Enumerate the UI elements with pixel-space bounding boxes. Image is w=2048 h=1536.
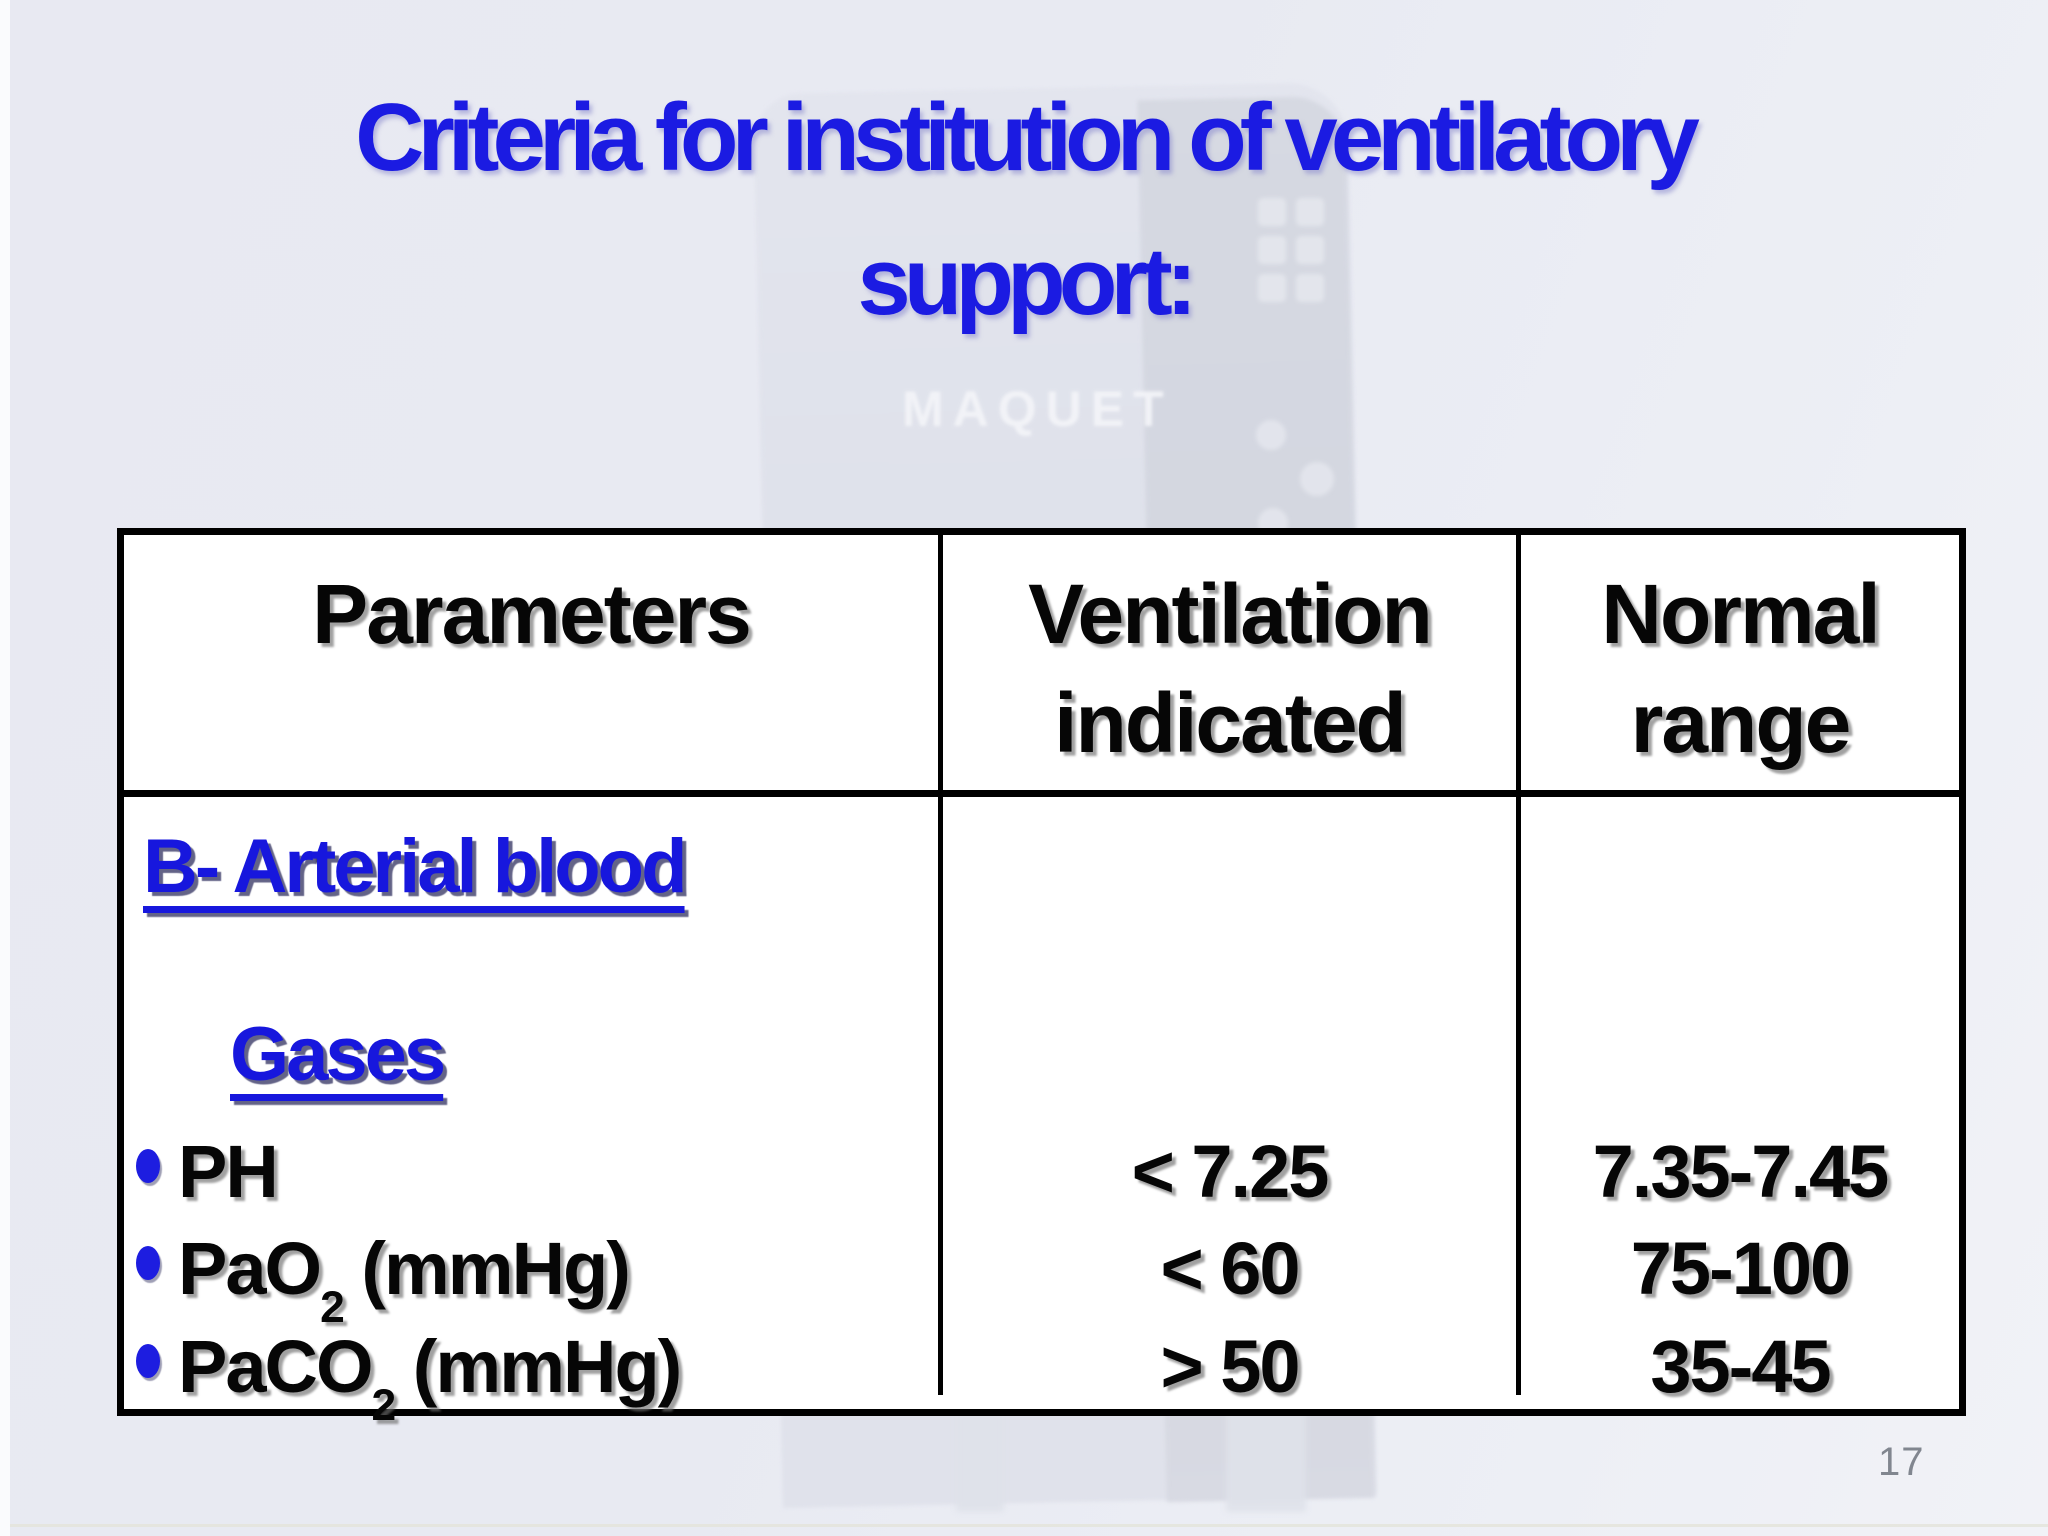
header-divider — [124, 790, 1959, 797]
page-number: 17 — [1878, 1440, 1925, 1484]
table-row-paco2-label: PaCO2 (mmHg) — [130, 1330, 682, 1428]
ph-ventilation-value: < 7.25 — [1131, 1130, 1330, 1213]
ventilator-stand-leg — [956, 1412, 1004, 1512]
ventilator-button-grid — [1258, 198, 1328, 328]
ventilator-stand-leg — [1226, 1412, 1306, 1512]
ph-normal-range-value: 7.35-7.45 — [1592, 1130, 1890, 1213]
maquet-logo-watermark: MAQUET — [902, 381, 1173, 437]
floor-line — [0, 1524, 2048, 1527]
ventilator-knob-dot — [1300, 462, 1334, 496]
section-heading-arterial-blood: B- Arterial blood — [143, 824, 688, 909]
header-ventilation-indicated: Ventilation indicated — [1028, 567, 1433, 771]
header-parameters: Parameters — [312, 567, 752, 661]
header-normal-range: Normal range — [1601, 567, 1880, 771]
paco2-ventilation-value: > 50 — [1160, 1325, 1300, 1408]
slide-title-line1: Criteria for institution of ventilatory — [355, 84, 1700, 191]
column-divider-2 — [1516, 535, 1521, 1395]
pao2-ventilation-value: < 60 — [1160, 1227, 1300, 1310]
section-heading-gases: Gases — [230, 1012, 446, 1097]
column-divider-1 — [938, 535, 943, 1395]
table-row-ph-label: PH — [130, 1135, 279, 1209]
pao2-normal-range-value: 75-100 — [1630, 1227, 1851, 1310]
bullet-icon — [136, 1344, 160, 1378]
slide-title: Criteria for institution of ventilatory … — [0, 66, 2048, 354]
table-row-pao2-label: PaO2 (mmHg) — [130, 1232, 631, 1330]
ventilator-knob-dot — [1256, 420, 1286, 450]
bullet-icon — [136, 1246, 160, 1280]
bullet-icon — [136, 1149, 160, 1183]
criteria-table: Parameters Ventilation indicated Normal … — [117, 528, 1966, 1428]
slide-title-line2: support: — [857, 228, 1197, 335]
slide-edge-highlight — [0, 0, 10, 1536]
paco2-normal-range-value: 35-45 — [1650, 1325, 1831, 1408]
